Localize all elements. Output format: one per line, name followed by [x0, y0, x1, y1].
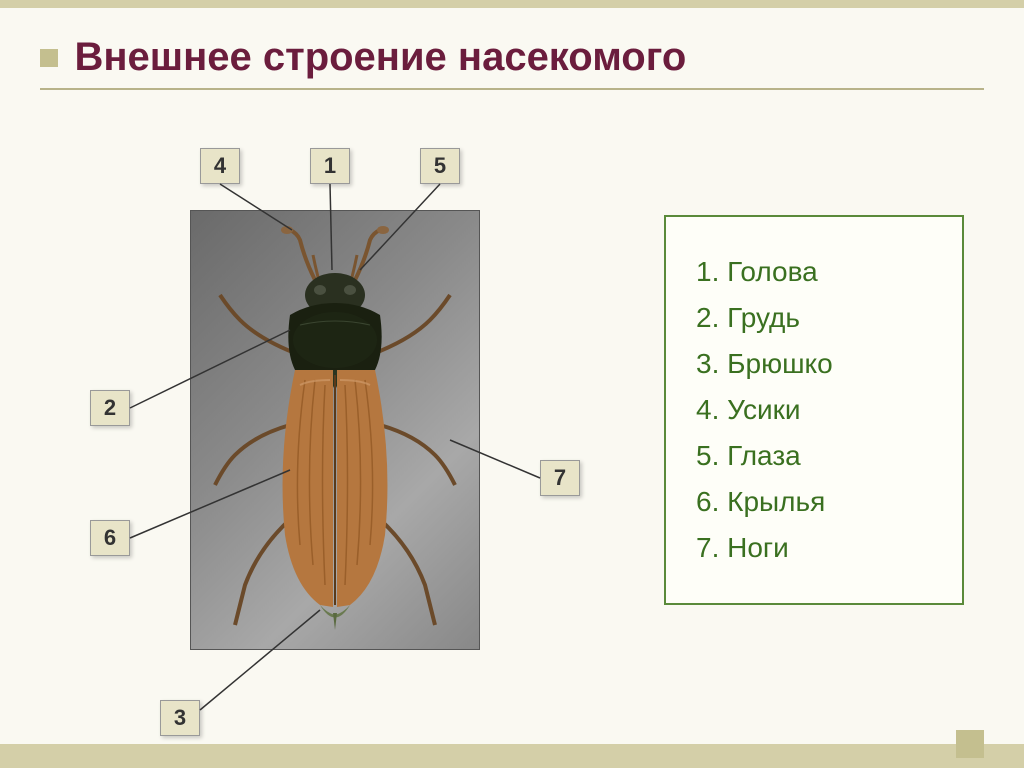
label-num-7: 7 [554, 465, 566, 491]
legend-box: 1. Голова 2. Грудь 3. Брюшко 4. Усики 5.… [664, 215, 964, 605]
label-box-4: 4 [200, 148, 240, 184]
legend-item-6: 6. Крылья [696, 486, 932, 518]
legend-item-7: 7. Ноги [696, 532, 932, 564]
label-num-1: 1 [324, 153, 336, 179]
legend-item-1: 1. Голова [696, 256, 932, 288]
footer-accent-bar [0, 744, 1024, 768]
label-box-2: 2 [90, 390, 130, 426]
footer-accent-square [956, 730, 984, 758]
label-box-7: 7 [540, 460, 580, 496]
beetle-illustration [205, 225, 465, 635]
label-box-5: 5 [420, 148, 460, 184]
label-num-5: 5 [434, 153, 446, 179]
title-accent-square [40, 49, 58, 67]
legend-item-3: 3. Брюшко [696, 348, 932, 380]
label-num-4: 4 [214, 153, 226, 179]
label-box-6: 6 [90, 520, 130, 556]
label-box-3: 3 [160, 700, 200, 736]
page-title: Внешнее строение насекомого [74, 35, 686, 79]
label-num-3: 3 [174, 705, 186, 731]
legend-item-5: 5. Глаза [696, 440, 932, 472]
legend-item-4: 4. Усики [696, 394, 932, 426]
label-num-2: 2 [104, 395, 116, 421]
header-accent-line [0, 0, 1024, 8]
label-box-1: 1 [310, 148, 350, 184]
label-num-6: 6 [104, 525, 116, 551]
beetle-image-container [190, 210, 480, 650]
legend-item-2: 2. Грудь [696, 302, 932, 334]
diagram-area: 4 1 5 2 6 3 7 [60, 130, 600, 690]
title-bar: Внешнее строение насекомого [40, 35, 984, 90]
